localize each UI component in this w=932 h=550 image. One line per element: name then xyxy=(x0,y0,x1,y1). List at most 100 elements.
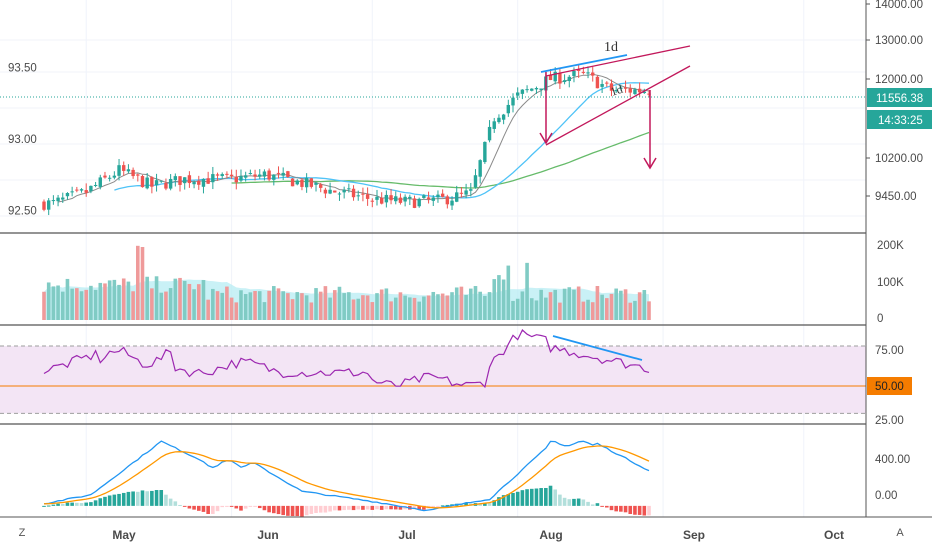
candle-body xyxy=(553,71,557,82)
price-tick-label: 10200.00 xyxy=(875,153,923,165)
auto-scale-button[interactable]: A xyxy=(896,527,904,539)
annotation-top-label: 1d xyxy=(604,40,618,55)
volume-bar xyxy=(131,291,135,320)
macd-histogram-bar xyxy=(215,505,220,512)
macd-histogram-bar xyxy=(417,505,421,510)
candle-body xyxy=(347,188,351,190)
candle-body xyxy=(304,177,309,188)
pane-separators[interactable] xyxy=(0,0,932,518)
volume-bar xyxy=(576,286,581,320)
volume-bar xyxy=(633,300,637,320)
candle-body xyxy=(154,180,159,186)
candle-body xyxy=(365,194,370,199)
rsi-tick-label: 25.00 xyxy=(875,415,904,427)
candle-body xyxy=(525,89,529,91)
candle-body xyxy=(314,182,318,185)
macd-histogram-bar xyxy=(389,505,393,510)
volume-bar xyxy=(431,291,436,320)
macd-histogram-bar xyxy=(576,498,581,506)
macd-histogram-bar xyxy=(98,498,103,506)
macd-histogram-bar xyxy=(51,504,56,506)
candle-body xyxy=(75,189,79,191)
macd-histogram-bar xyxy=(487,503,492,506)
candle-body xyxy=(122,165,126,171)
macd-histogram-bar xyxy=(56,503,60,506)
volume-bar xyxy=(93,289,98,320)
volume-bar xyxy=(525,262,529,320)
macd-histogram-bar xyxy=(445,504,450,506)
macd-histogram-bar xyxy=(70,502,74,506)
candle-body xyxy=(93,184,98,186)
time-axis[interactable]: May Jun Jul Aug Sep Oct xyxy=(112,528,844,542)
volume-bar xyxy=(112,279,117,320)
candle-body xyxy=(431,197,435,201)
macd-histogram-bar xyxy=(347,505,351,510)
macd-histogram-bar xyxy=(309,505,314,514)
volume-bar xyxy=(553,289,558,320)
macd-histogram-bar xyxy=(234,505,239,509)
candle-body xyxy=(515,92,520,96)
volume-bar xyxy=(356,298,361,320)
volume-bar xyxy=(403,295,407,320)
candle-body xyxy=(225,173,229,175)
macd-histogram-bar xyxy=(145,491,149,506)
volume-bar xyxy=(332,290,337,320)
left-price-tick-label: 93.00 xyxy=(8,134,37,146)
macd-histogram-bar xyxy=(140,490,145,506)
volume-bar xyxy=(168,288,173,320)
macd-histogram-bar xyxy=(572,498,576,506)
volume-bar xyxy=(46,282,51,320)
volume-bar xyxy=(229,297,234,320)
volume-bar xyxy=(201,280,206,320)
price-axis[interactable]: 14000.00 13000.00 12000.00 10200.00 9450.00 1… xyxy=(866,0,932,502)
wedge-lower-line xyxy=(545,65,691,146)
macd-histogram-bar xyxy=(121,492,126,506)
candle-body xyxy=(258,174,262,177)
macd-histogram-bar xyxy=(286,505,290,516)
macd-histogram-bar xyxy=(492,500,497,506)
ma-mid-line xyxy=(114,82,650,199)
timezone-button[interactable]: Z xyxy=(18,527,26,539)
volume-bar xyxy=(558,302,562,320)
macd-histogram-bar xyxy=(89,502,93,506)
candle-body xyxy=(319,184,323,188)
volume-bar xyxy=(506,265,511,320)
candle-body xyxy=(337,193,342,195)
time-tick-label-aug: Aug xyxy=(539,528,562,542)
volume-bar xyxy=(647,301,651,320)
candle-body xyxy=(56,197,60,202)
macd-histogram-bar xyxy=(337,505,342,511)
volume-bar xyxy=(586,299,590,320)
macd-histogram-bar xyxy=(590,504,595,506)
macd-histogram-bar xyxy=(323,505,328,513)
volume-pane[interactable] xyxy=(42,245,651,320)
candle-body xyxy=(272,174,276,180)
volume-bar xyxy=(42,291,46,320)
macd-histogram-bar xyxy=(182,505,187,507)
macd-pane[interactable] xyxy=(42,440,651,517)
macd-histogram-bar xyxy=(351,505,356,511)
volume-bar xyxy=(196,284,201,320)
price-pane[interactable]: 1d 1d 93.50 93.00 92.50 xyxy=(0,40,866,218)
volume-bar xyxy=(567,287,572,320)
macd-histogram-bar xyxy=(328,505,332,512)
volume-bar xyxy=(215,291,220,320)
macd-histogram-bar xyxy=(117,493,121,506)
rsi-pane[interactable] xyxy=(0,329,866,414)
volume-bar xyxy=(445,295,450,320)
volume-bar xyxy=(253,290,257,320)
volume-bar xyxy=(328,297,332,320)
candle-body xyxy=(295,180,299,185)
macd-histogram-bar xyxy=(93,500,98,506)
annotation-wedge-label: 1d xyxy=(609,82,625,99)
last-price-box xyxy=(867,88,932,107)
volume-bar xyxy=(572,289,576,320)
macd-histogram-bar xyxy=(506,494,511,506)
candle-body xyxy=(333,190,337,193)
macd-histogram-bar xyxy=(192,505,196,510)
volume-bar xyxy=(440,293,445,320)
macd-histogram-bar xyxy=(553,489,558,506)
candle-body xyxy=(145,177,149,189)
macd-histogram-bar xyxy=(534,488,539,506)
